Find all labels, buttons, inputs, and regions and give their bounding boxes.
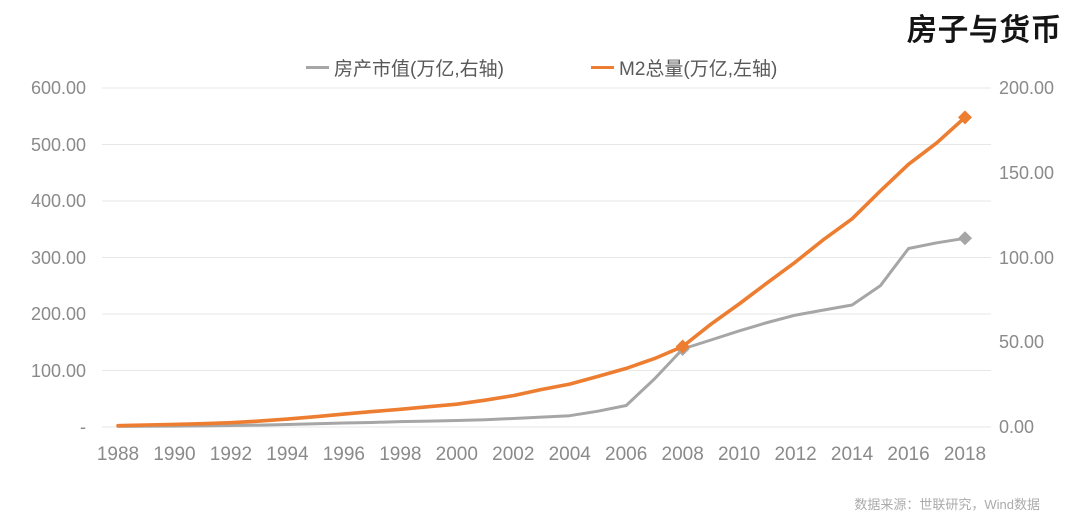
left-axis-tick: 100.00	[30, 360, 86, 381]
left-axis-tick: 200.00	[30, 304, 86, 324]
x-axis-tick: 2014	[830, 444, 874, 465]
x-axis-tick: 2016	[887, 444, 930, 465]
x-axis-tick: 1992	[209, 444, 253, 465]
x-axis-tick: 1998	[379, 444, 422, 465]
right-axis-tick: 0.00	[999, 417, 1035, 437]
x-axis-tick: 2018	[943, 444, 987, 465]
right-axis-tick: 150.00	[999, 162, 1055, 183]
right-axis-tick: 50.00	[999, 332, 1045, 353]
x-axis-tick: 2002	[492, 444, 535, 465]
x-axis-tick: 1988	[96, 444, 140, 465]
left-axis-tick: 600.00	[30, 78, 86, 98]
chart-title: 房子与货币	[907, 14, 1062, 47]
data-source-note: 数据来源：世联研究，Wind数据	[854, 497, 1040, 512]
x-axis-tick: 2000	[435, 444, 478, 465]
m2-series-line	[116, 115, 967, 428]
left-axis-tick: 400.00	[30, 191, 86, 211]
left-axis-tick: 300.00	[30, 247, 86, 268]
series-layer	[116, 110, 972, 428]
property-marker-2018-icon	[958, 231, 972, 246]
x-axis-tick: 2006	[605, 444, 648, 465]
x-axis-tick: 2010	[717, 444, 761, 465]
legend-item-property: 房产市值(万亿,右轴)	[306, 54, 504, 81]
legend-label-property: 房产市值(万亿,右轴)	[334, 59, 504, 80]
legend-label-m2: M2总量(万亿,左轴)	[619, 59, 778, 80]
m2-marker-2018-icon	[958, 110, 972, 125]
left-axis-tick: -	[80, 417, 86, 437]
x-axis-tick: 2012	[774, 444, 817, 465]
x-axis-tick: 1996	[322, 444, 365, 465]
x-axis-tick: 1994	[266, 444, 309, 465]
property-series-swatch-icon	[306, 66, 329, 69]
m2-marker-2008-icon	[675, 339, 690, 354]
x-axis-tick: 1990	[153, 444, 196, 465]
legend-item-m2: M2总量(万亿,左轴)	[591, 54, 777, 81]
m2-series-swatch-icon	[591, 66, 614, 69]
x-axis-tick: 2004	[548, 444, 591, 465]
right-axis-tick: 200.00	[999, 78, 1055, 98]
gridlines	[102, 87, 991, 428]
x-axis-tick: 2008	[661, 444, 704, 465]
property-series-line	[116, 236, 967, 428]
left-axis-tick: 500.00	[30, 134, 86, 155]
right-axis-tick: 100.00	[999, 247, 1055, 268]
